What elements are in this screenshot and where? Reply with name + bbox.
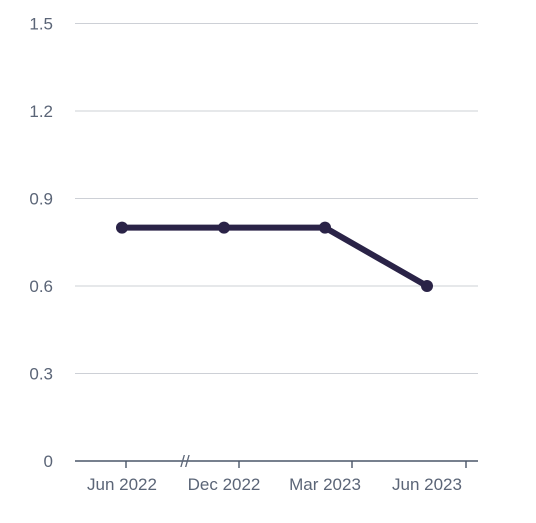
axis-break-marker: // <box>180 452 190 471</box>
data-point <box>421 280 433 292</box>
y-tick-label: 0.9 <box>29 190 53 209</box>
data-point <box>319 221 331 234</box>
x-tick-label: Dec 2022 <box>188 475 261 494</box>
x-tick-label: Jun 2023 <box>392 475 462 494</box>
y-tick-label: 1.2 <box>29 102 53 121</box>
x-tick-label: Mar 2023 <box>289 475 361 494</box>
data-point <box>116 221 128 234</box>
data-point <box>218 221 230 234</box>
x-axis-ticks: Jun 2022 Dec 2022 Mar 2023 Jun 2023 <box>87 461 467 494</box>
gridlines <box>75 23 478 374</box>
y-tick-label: 1.5 <box>29 15 53 34</box>
series-layer <box>116 221 433 292</box>
y-tick-label: 0 <box>44 452 53 471</box>
y-tick-label: 0.6 <box>29 277 53 296</box>
y-axis-tick-labels: 0 0.3 0.6 0.9 1.2 1.5 <box>29 15 53 472</box>
series-line <box>119 224 430 289</box>
x-tick-label: Jun 2022 <box>87 475 157 494</box>
y-tick-label: 0.3 <box>29 365 53 384</box>
